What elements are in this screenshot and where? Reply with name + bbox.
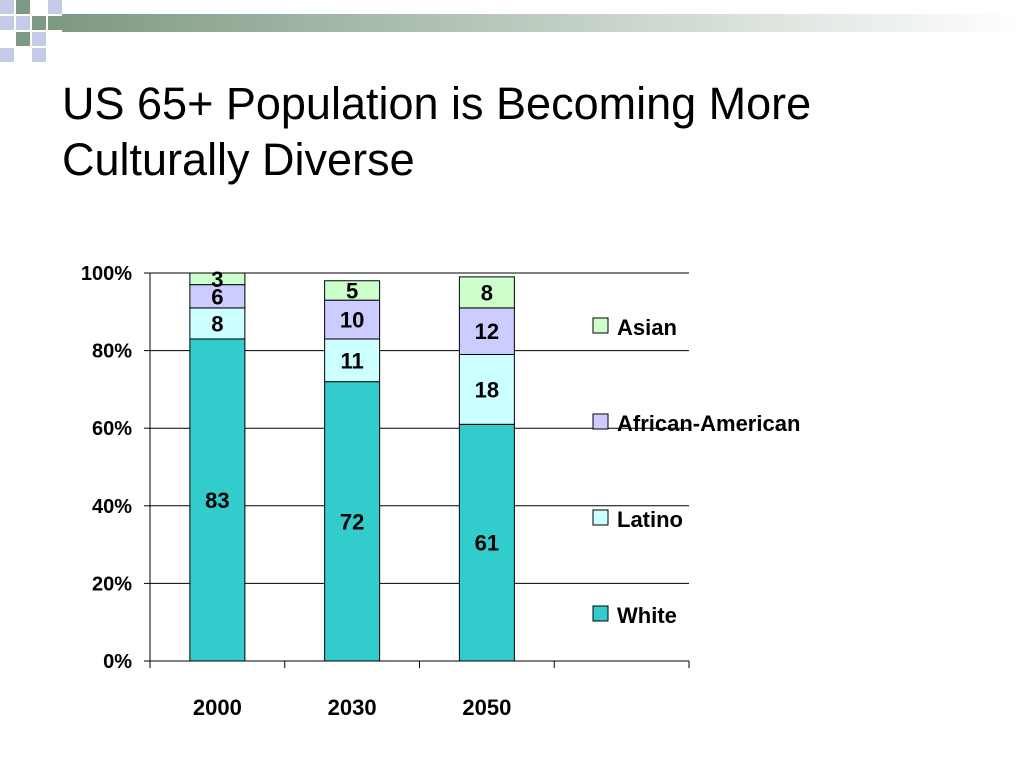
data-label: 18 [475, 377, 499, 402]
data-label: 11 [340, 348, 363, 373]
legend-swatch [592, 509, 609, 526]
data-label: 8 [211, 311, 223, 336]
x-tick-label: 2030 [328, 695, 377, 720]
deco-square [0, 48, 14, 62]
slide-title: US 65+ Population is Becoming More Cultu… [62, 76, 982, 188]
data-label: 83 [205, 488, 229, 513]
data-label: 3 [211, 267, 223, 292]
y-tick-label: 40% [92, 496, 132, 518]
deco-square [48, 16, 62, 30]
bar-segment [324, 280, 381, 301]
bar-segment [324, 338, 381, 383]
header-band [62, 14, 1024, 32]
deco-square [32, 48, 46, 62]
data-label: 72 [340, 509, 364, 534]
title-line-1: US 65+ Population is Becoming More [62, 78, 812, 129]
deco-square [16, 32, 30, 46]
data-label: 10 [340, 308, 364, 333]
deco-square [32, 32, 46, 46]
deco-square [0, 0, 14, 14]
deco-square [32, 16, 46, 30]
deco-square [16, 16, 30, 30]
deco-square [0, 16, 14, 30]
y-tick-label: 80% [92, 341, 132, 363]
bar-segment [189, 272, 246, 286]
data-label: 8 [481, 280, 493, 305]
legend-label: Asian [617, 315, 677, 340]
title-line-2: Culturally Diverse [62, 134, 415, 185]
data-label: 5 [346, 278, 358, 303]
data-label: 6 [211, 284, 223, 309]
decorative-header [0, 0, 1024, 62]
bar-segment [458, 423, 515, 662]
legend-swatch [592, 317, 609, 334]
y-tick-label: 60% [92, 418, 132, 440]
legend-label: White [617, 603, 677, 628]
y-tick-label: 100% [81, 263, 132, 285]
x-tick-label: 2000 [193, 695, 242, 720]
legend-label: Latino [617, 507, 683, 532]
deco-square [16, 0, 30, 14]
bar-segment [458, 353, 515, 425]
x-tick-label: 2050 [462, 695, 511, 720]
legend-swatch [592, 413, 609, 430]
data-label: 61 [475, 531, 499, 556]
y-tick-label: 20% [92, 573, 132, 595]
bar-segment [458, 276, 515, 309]
data-label: 12 [475, 319, 499, 344]
legend-swatch [592, 605, 609, 622]
bar-segment [324, 381, 381, 662]
legend-label: African-American [617, 411, 800, 436]
y-tick-label: 0% [103, 651, 132, 673]
bar-segment [189, 338, 246, 662]
bar-segment [324, 299, 381, 340]
deco-square [48, 0, 62, 14]
